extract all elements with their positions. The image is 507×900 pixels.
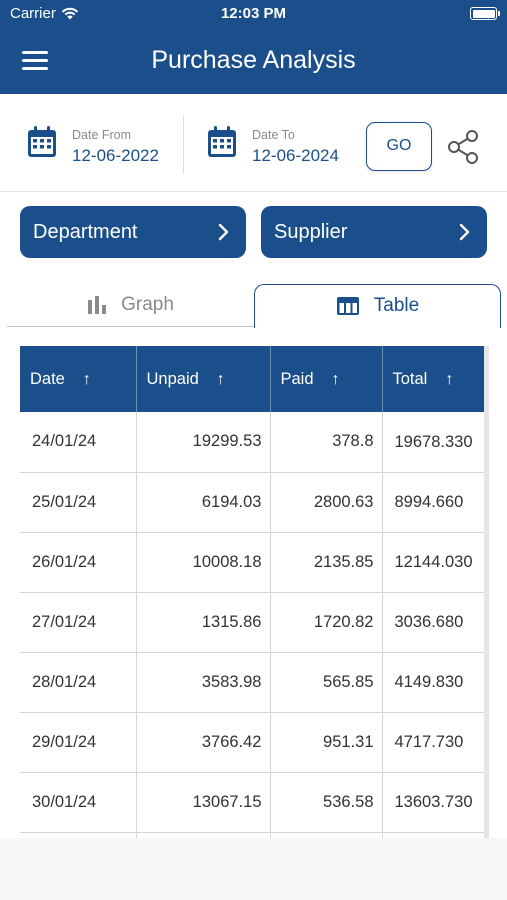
sort-up-icon: ↑ xyxy=(331,370,340,388)
cell-paid: 2800.63 xyxy=(270,472,383,533)
table-icon xyxy=(336,297,359,315)
cell-unpaid xyxy=(136,832,271,838)
cell-unpaid: 3583.98 xyxy=(136,652,271,713)
cell-total: 4149.830 xyxy=(382,652,489,713)
column-header-total[interactable]: Total ↑ xyxy=(382,346,489,412)
tab-table-label: Table xyxy=(373,295,420,316)
carrier-info: Carrier xyxy=(10,5,79,22)
cell-paid: 951.31 xyxy=(270,712,383,773)
column-header-paid[interactable]: Paid ↑ xyxy=(270,346,383,412)
purchase-table-container[interactable]: Date ↑ Unpaid ↑ Paid ↑ Total ↑ 24/01/24 1929… xyxy=(20,346,489,838)
table-row: 26/01/24 10008.18 2135.85 12144.030 xyxy=(20,532,489,593)
tab-graph[interactable]: Graph xyxy=(7,284,254,327)
cell-paid: 565.85 xyxy=(270,652,383,713)
cell-date: 25/01/24 xyxy=(20,472,137,533)
date-to-value: 12-06-2024 xyxy=(252,146,339,165)
sort-up-icon: ↑ xyxy=(445,370,454,388)
cell-date: 24/01/24 xyxy=(20,412,137,473)
cell-date: 27/01/24 xyxy=(20,592,137,653)
status-time: 12:03 PM xyxy=(220,5,287,22)
calendar-icon xyxy=(28,126,56,157)
wifi-icon xyxy=(61,7,79,20)
cell-unpaid: 3766.42 xyxy=(136,712,271,773)
cell-unpaid: 19299.53 xyxy=(136,412,271,473)
cell-unpaid: 10008.18 xyxy=(136,532,271,593)
department-label: Department xyxy=(33,221,138,243)
date-from-picker[interactable]: Date From 12-06-2022 xyxy=(27,124,177,165)
chevron-right-icon xyxy=(459,223,470,241)
date-from-value: 12-06-2022 xyxy=(72,146,159,165)
bar-chart-icon xyxy=(88,296,107,314)
cell-unpaid: 13067.15 xyxy=(136,772,271,833)
purchase-table: Date ↑ Unpaid ↑ Paid ↑ Total ↑ 24/01/24 1929… xyxy=(20,346,489,838)
carrier-label: Carrier xyxy=(10,5,56,22)
cell-unpaid: 6194.03 xyxy=(136,472,271,533)
page-title: Purchase Analysis xyxy=(151,46,356,74)
horizontal-scroll-edge xyxy=(484,346,489,838)
tab-graph-label: Graph xyxy=(121,294,174,315)
table-row: 29/01/24 3766.42 951.31 4717.730 xyxy=(20,712,489,773)
supplier-label: Supplier xyxy=(274,221,348,243)
cell-total: 8994.660 xyxy=(382,472,489,533)
cell-total: 19678.330 xyxy=(382,412,489,473)
share-icon[interactable] xyxy=(445,128,481,166)
cell-date: 30/01/24 xyxy=(20,772,137,833)
cell-date: 26/01/24 xyxy=(20,532,137,593)
table-row: 30/01/24 13067.15 536.58 13603.730 xyxy=(20,772,489,833)
cell-paid: 1720.82 xyxy=(270,592,383,653)
date-to-picker[interactable]: Date To 12-06-2024 xyxy=(207,124,357,165)
view-tabs: Graph Table xyxy=(7,284,501,328)
calendar-icon xyxy=(208,126,236,157)
table-row: 24/01/24 19299.53 378.8 19678.330 xyxy=(20,412,489,473)
nav-bar: Purchase Analysis xyxy=(0,28,507,94)
chevron-right-icon xyxy=(218,223,229,241)
supplier-filter-button[interactable]: Supplier xyxy=(261,206,487,258)
department-filter-button[interactable]: Department xyxy=(20,206,246,258)
cell-paid: 2135.85 xyxy=(270,532,383,593)
cell-unpaid: 1315.86 xyxy=(136,592,271,653)
battery-icon xyxy=(470,7,500,20)
date-to-label: Date To xyxy=(252,128,295,142)
table-row: 28/01/24 3583.98 565.85 4149.830 xyxy=(20,652,489,713)
cell-total: 3036.680 xyxy=(382,592,489,653)
column-header-unpaid[interactable]: Unpaid ↑ xyxy=(136,346,271,412)
sort-up-icon: ↑ xyxy=(82,370,91,388)
hamburger-menu-icon[interactable] xyxy=(20,48,50,74)
column-header-date[interactable]: Date ↑ xyxy=(20,346,137,412)
cell-date: 28/01/24 xyxy=(20,652,137,713)
cell-paid xyxy=(270,832,383,838)
tab-table[interactable]: Table xyxy=(254,284,501,328)
table-row: 25/01/24 6194.03 2800.63 8994.660 xyxy=(20,472,489,533)
status-bar: Carrier 12:03 PM xyxy=(0,0,507,28)
table-row: 27/01/24 1315.86 1720.82 3036.680 xyxy=(20,592,489,653)
date-from-label: Date From xyxy=(72,128,132,142)
sort-up-icon: ↑ xyxy=(216,370,225,388)
date-divider xyxy=(183,116,184,174)
cell-date: 29/01/24 xyxy=(20,712,137,773)
go-button[interactable]: GO xyxy=(366,122,432,171)
cell-paid: 536.58 xyxy=(270,772,383,833)
cell-total: 4717.730 xyxy=(382,712,489,773)
table-header-row: Date ↑ Unpaid ↑ Paid ↑ Total ↑ xyxy=(20,346,489,412)
cell-date xyxy=(20,832,137,838)
cell-total: 13603.730 xyxy=(382,772,489,833)
cell-total: 12144.030 xyxy=(382,532,489,593)
cell-paid: 378.8 xyxy=(270,412,383,473)
bottom-area xyxy=(0,838,507,900)
